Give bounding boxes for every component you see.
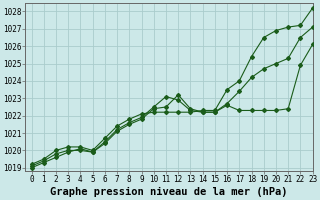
X-axis label: Graphe pression niveau de la mer (hPa): Graphe pression niveau de la mer (hPa) xyxy=(50,187,288,197)
